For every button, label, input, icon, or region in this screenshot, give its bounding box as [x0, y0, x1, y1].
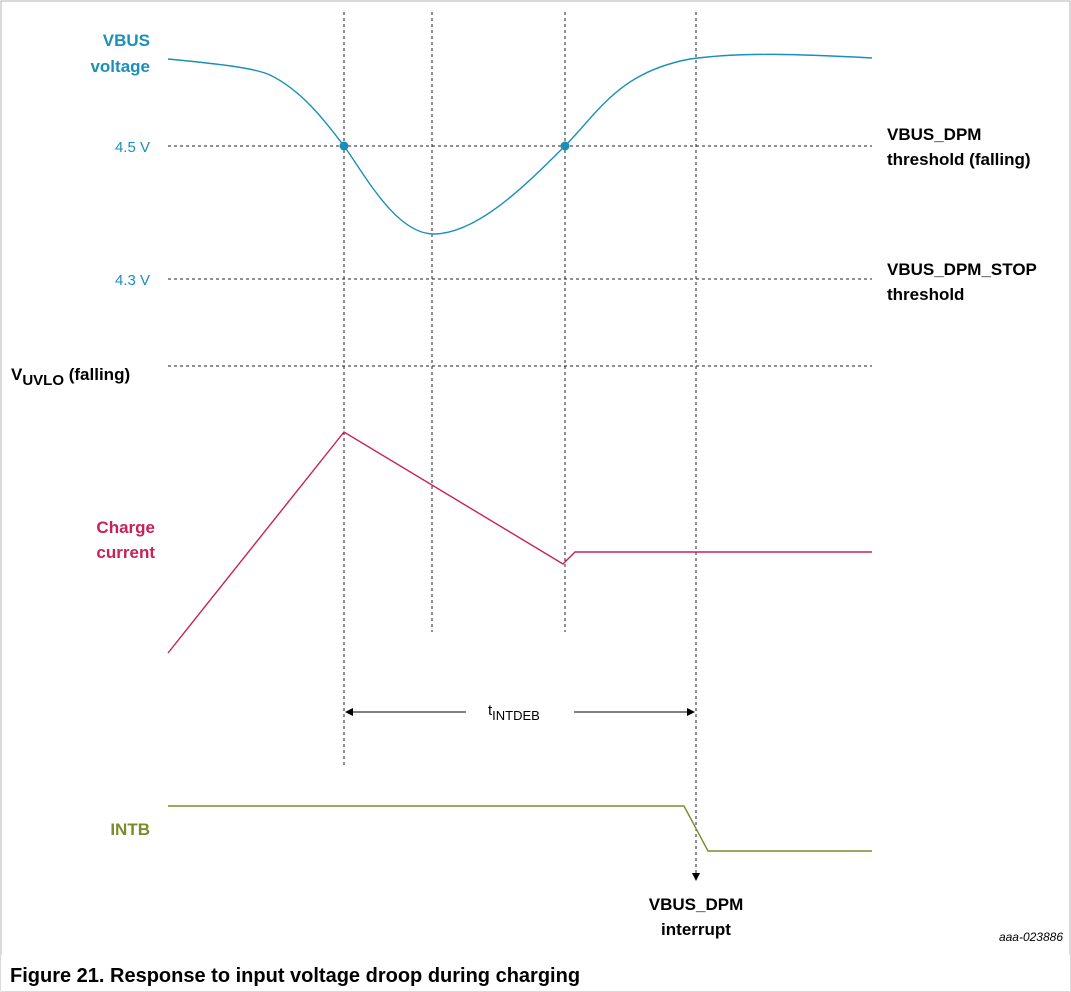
- tintdeb-label: tINTDEB: [488, 702, 540, 723]
- interrupt-label-line2: interrupt: [661, 920, 731, 939]
- voltage-4-5v-label: 4.5 V: [115, 139, 150, 156]
- caption-bar: [1, 955, 1070, 991]
- figure-reference-id: aaa-023886: [999, 930, 1063, 944]
- intb-waveform: [168, 805, 872, 852]
- crossing-point-1: [339, 141, 349, 151]
- vbus-label-line1: VBUS: [103, 31, 150, 50]
- charge-label-line1: Charge: [96, 518, 155, 537]
- interrupt-label-line1: VBUS_DPM: [649, 895, 743, 914]
- dpm-threshold-line1: VBUS_DPM: [887, 125, 981, 144]
- charge-current-waveform: [167, 431, 872, 654]
- dpm-threshold-line2: threshold (falling): [887, 150, 1031, 169]
- vuvlo-label: VUVLO (falling): [11, 365, 130, 389]
- vbus-voltage-curve: [167, 53, 873, 235]
- dpm-stop-threshold-line2: threshold: [887, 285, 964, 304]
- dpm-stop-threshold-line1: VBUS_DPM_STOP: [887, 260, 1037, 279]
- crossing-point-2: [560, 141, 570, 151]
- intb-label: INTB: [110, 820, 150, 839]
- charge-label-line2: current: [96, 543, 155, 562]
- vbus-label-line2: voltage: [90, 57, 150, 76]
- voltage-4-3v-label: 4.3 V: [115, 272, 150, 289]
- figure-caption: Figure 21. Response to input voltage dro…: [10, 965, 580, 987]
